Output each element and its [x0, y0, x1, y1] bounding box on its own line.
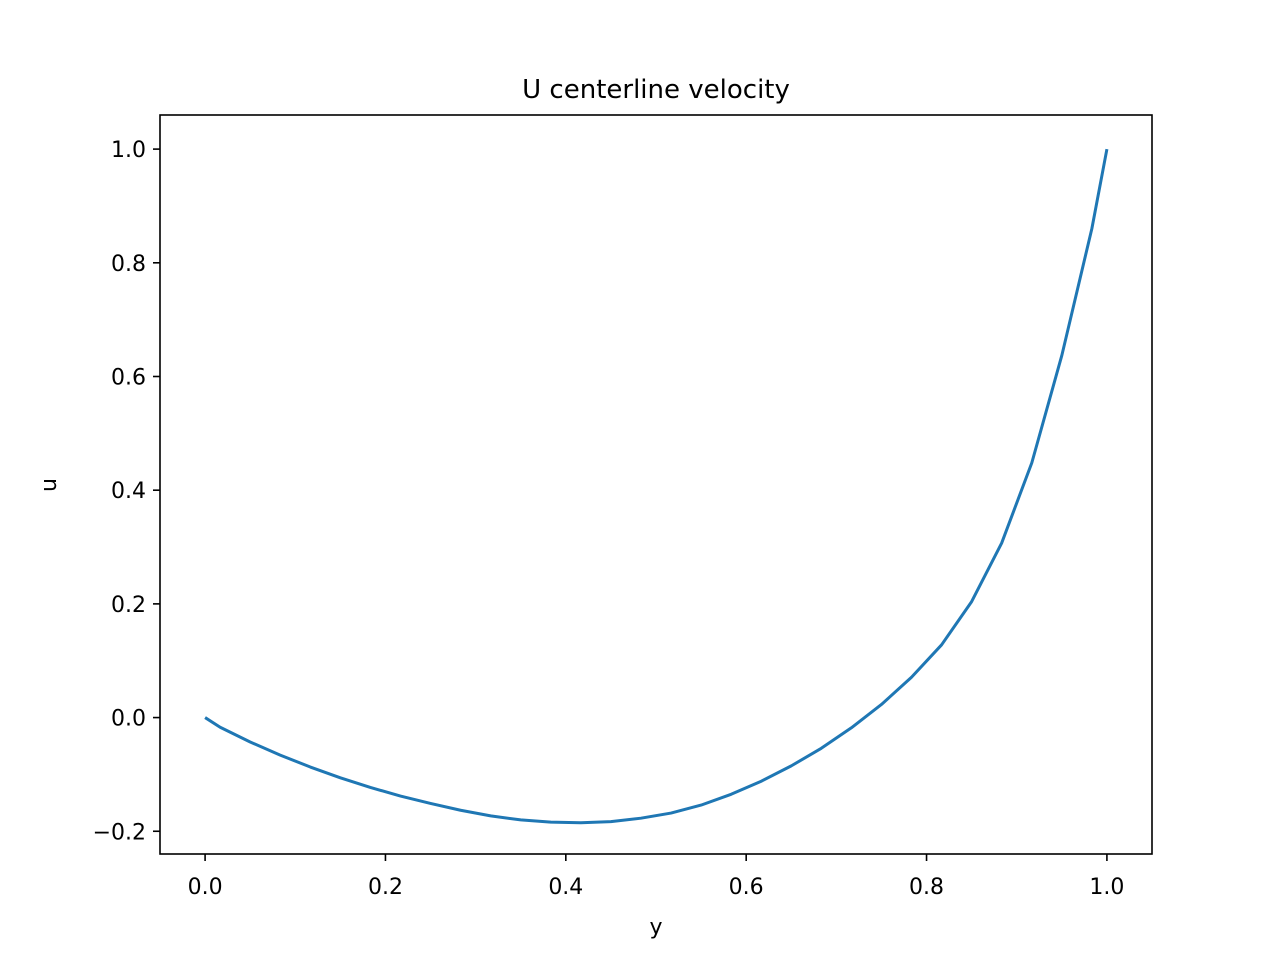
x-tick-label: 1.0 [1089, 875, 1124, 900]
x-tick-label: 0.6 [729, 875, 764, 900]
y-tick-label: −0.2 [93, 820, 146, 845]
plot-area [204, 148, 1109, 825]
x-axis-label: y [649, 915, 662, 940]
chart-title: U centerline velocity [522, 75, 790, 105]
x-tick-label: 0.0 [188, 875, 223, 900]
x-axis: 0.0 0.2 0.4 0.6 0.8 1.0 [188, 854, 1124, 900]
y-tick-label: 0.4 [111, 479, 146, 504]
x-tick-label: 0.4 [548, 875, 583, 900]
y-tick-label: 0.6 [111, 365, 146, 390]
y-tick-label: 0.2 [111, 593, 146, 618]
y-tick-label: 0.8 [111, 252, 146, 277]
axes-frame [159, 114, 1153, 855]
y-tick-label: 0.0 [111, 707, 146, 732]
x-tick-label: 0.2 [368, 875, 403, 900]
y-axis-label: u [37, 478, 62, 492]
series-line-0 [204, 148, 1109, 825]
x-tick-label: 0.8 [909, 875, 944, 900]
y-axis: −0.2 0.0 0.2 0.4 0.6 0.8 1.0 [93, 138, 160, 845]
y-tick-label: 1.0 [111, 138, 146, 163]
